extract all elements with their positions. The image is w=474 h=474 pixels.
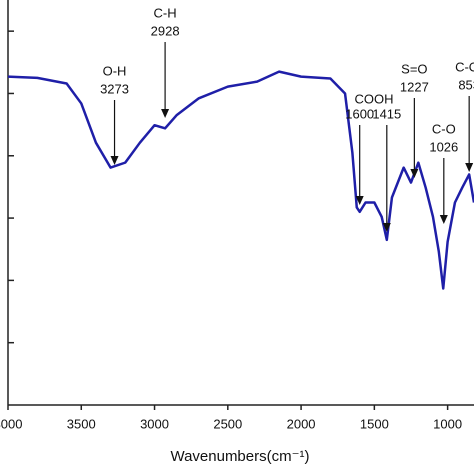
annotation-value: 853	[458, 77, 474, 92]
arrow-head	[161, 109, 170, 118]
x-tick-label: 2500	[213, 416, 242, 431]
arrow-head	[439, 215, 448, 224]
x-tick-label: 1500	[360, 416, 389, 431]
x-axis-label: Wavenumbers(cm⁻¹)	[170, 448, 309, 465]
annotation-value: 1227	[400, 79, 429, 94]
annotation-label: C-H	[154, 5, 177, 20]
x-tick-label: 3000	[140, 416, 169, 431]
x-tick-label: 3500	[67, 416, 96, 431]
group-label: COOH	[355, 91, 394, 106]
x-tick-label: 2000	[287, 416, 316, 431]
spectrum-line	[7, 70, 474, 290]
annotation-value: 1415	[372, 106, 401, 121]
arrow-head	[382, 223, 391, 232]
arrow-head	[110, 156, 119, 165]
annotation-value: 3273	[100, 81, 129, 96]
annotation-value: 2928	[151, 23, 180, 38]
arrow-head	[355, 196, 364, 205]
annotation-label: C-O	[432, 121, 456, 136]
x-tick-label: 1000	[433, 416, 462, 431]
annotation-label: C-O-	[455, 59, 474, 74]
annotation-label: S=O	[401, 61, 427, 76]
arrow-head	[410, 169, 419, 178]
annotation-value: 1026	[429, 139, 458, 154]
annotation-value: 1600	[345, 106, 374, 121]
x-tick-label: 4000	[0, 416, 22, 431]
arrow-head	[465, 163, 474, 172]
annotation-label: O-H	[103, 63, 127, 78]
